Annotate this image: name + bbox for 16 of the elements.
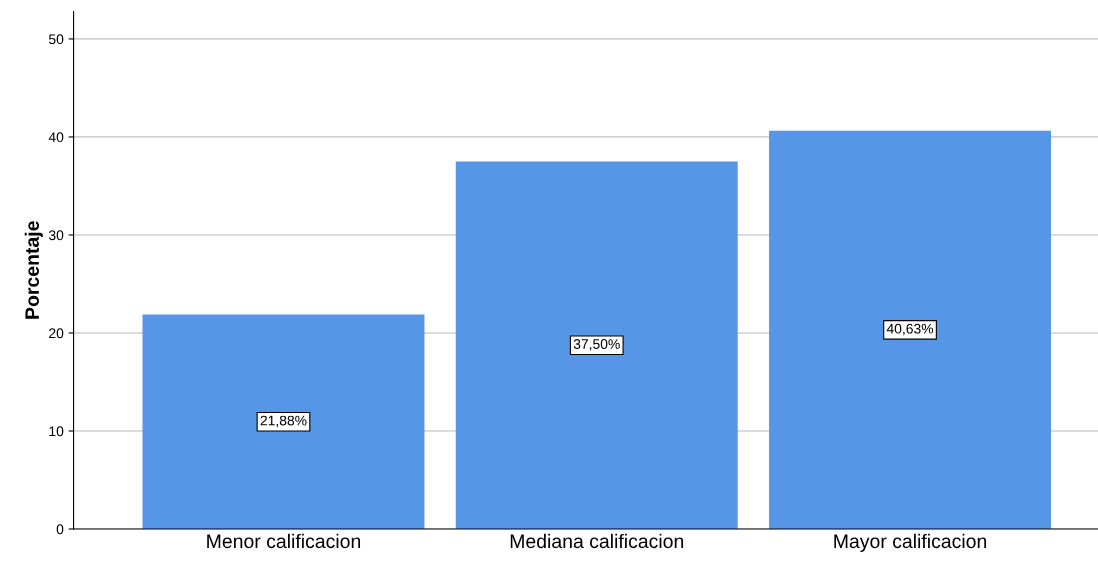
x-tick-label: Mayor calificacion bbox=[834, 533, 987, 552]
y-tick-label: 10 bbox=[49, 426, 64, 437]
bar bbox=[769, 130, 1052, 529]
y-tick-label: 0 bbox=[56, 524, 64, 535]
data-label: 37,50% bbox=[573, 339, 620, 351]
x-tick-label: Menor calificacion bbox=[207, 533, 361, 549]
y-tick-label: 20 bbox=[49, 328, 64, 339]
y-tick-label: 30 bbox=[48, 230, 64, 241]
y-tick-label: 40 bbox=[48, 132, 64, 143]
y-tick-label: 50 bbox=[48, 34, 64, 45]
y-axis-title: Porcentaje bbox=[24, 221, 43, 319]
x-tick-label: Mediana calificacion bbox=[510, 533, 684, 549]
bar bbox=[455, 161, 738, 529]
data-label: 21,88% bbox=[260, 415, 307, 428]
data-label: 40,63% bbox=[886, 323, 934, 336]
bar bbox=[142, 314, 425, 529]
